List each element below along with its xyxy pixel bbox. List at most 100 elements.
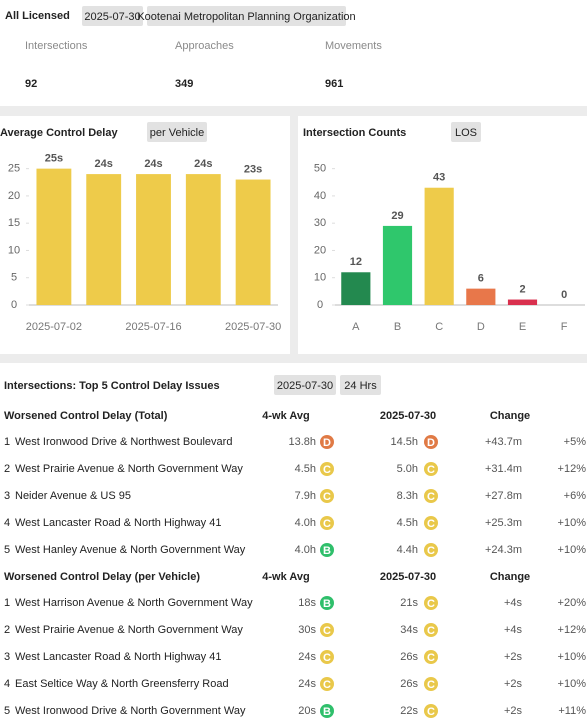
current-delay: 4.4h — [397, 544, 418, 556]
grade-badge — [424, 462, 438, 476]
change-percent: +5% — [564, 436, 587, 448]
separator — [0, 354, 587, 363]
current-delay: 4.5h — [397, 517, 418, 529]
intersection-name[interactable]: West Lancaster Road & North Highway 41 — [15, 651, 221, 663]
grade-letter: C — [427, 545, 435, 557]
kpi-value: 961 — [325, 78, 343, 90]
separator — [0, 106, 587, 116]
current-delay: 26s — [400, 678, 418, 690]
current-delay: 26s — [400, 651, 418, 663]
intersection-name[interactable]: West Hanley Avenue & North Government Wa… — [15, 544, 246, 556]
rank: 5 — [4, 705, 10, 717]
grade-badge — [424, 435, 438, 449]
grade-badge — [424, 650, 438, 664]
intersection-name[interactable]: East Seltice Way & North Greensferry Roa… — [15, 678, 229, 690]
x-tick-label: D — [477, 321, 485, 333]
intersection-name[interactable]: West Prairie Avenue & North Government W… — [15, 624, 243, 636]
intersection-name[interactable]: West Harrison Avenue & North Government … — [15, 597, 253, 609]
bar — [86, 174, 122, 305]
intersection-name[interactable]: Neider Avenue & US 95 — [15, 490, 131, 502]
grade-letter: C — [323, 464, 331, 476]
change-percent: +11% — [558, 705, 586, 717]
kpi-value: 349 — [175, 78, 193, 90]
current-delay: 21s — [400, 597, 418, 609]
grade-letter: C — [323, 679, 331, 691]
change-percent: +12% — [558, 463, 587, 475]
value-label: 25s — [45, 153, 63, 165]
grade-badge — [320, 596, 334, 610]
chip[interactable] — [82, 6, 143, 26]
chip[interactable] — [451, 122, 481, 142]
kpi-value: 92 — [25, 78, 37, 90]
chip[interactable] — [340, 375, 381, 395]
chip-label: 2025-07-30 — [84, 11, 140, 23]
grade-badge — [320, 704, 334, 718]
grade-badge — [424, 704, 438, 718]
chip[interactable] — [147, 6, 346, 26]
rank: 2 — [4, 463, 10, 475]
change: +43.7m — [485, 436, 522, 448]
intersection-name[interactable]: West Prairie Avenue & North Government W… — [15, 463, 243, 475]
value-label: 29 — [391, 210, 403, 222]
rank: 1 — [4, 436, 10, 448]
x-tick-label: C — [435, 321, 443, 333]
grade-badge — [424, 543, 438, 557]
x-tick-label: F — [561, 321, 568, 333]
bar — [341, 272, 371, 305]
x-tick-label: A — [352, 321, 360, 333]
column-header: Worsened Control Delay (Total) — [4, 410, 168, 422]
grade-badge — [424, 677, 438, 691]
intersection-name[interactable]: West Ironwood Drive & North Government W… — [15, 705, 246, 717]
intersection-name[interactable]: West Ironwood Drive & Northwest Boulevar… — [15, 436, 232, 448]
chip[interactable] — [147, 122, 207, 142]
grade-letter: B — [323, 706, 331, 718]
x-tick-label: 2025-07-16 — [125, 321, 181, 333]
grade-badge — [320, 516, 334, 530]
value-label: 43 — [433, 172, 445, 184]
chip-label: 2025-07-30 — [277, 380, 333, 392]
y-tick-label: 50 — [314, 163, 326, 175]
value-label: 0 — [561, 289, 567, 301]
change: +25.3m — [485, 517, 522, 529]
avg-delay: 4.0h — [295, 544, 316, 556]
change-percent: +10% — [558, 544, 587, 556]
value-label: 12 — [350, 256, 362, 268]
current-delay: 5.0h — [397, 463, 418, 475]
avg-delay: 18s — [298, 597, 316, 609]
chip[interactable] — [274, 375, 336, 395]
avg-delay: 4.5h — [295, 463, 316, 475]
change-percent: +10% — [558, 678, 587, 690]
rank: 4 — [4, 517, 10, 529]
grade-letter: C — [427, 598, 435, 610]
change: +2s — [504, 651, 523, 663]
grade-letter: D — [323, 437, 331, 449]
value-label: 24s — [144, 158, 162, 170]
change-percent: +12% — [558, 624, 587, 636]
x-tick-label: 2025-07-02 — [26, 321, 82, 333]
bar — [235, 179, 271, 305]
change: +24.3m — [485, 544, 522, 556]
grade-letter: C — [323, 491, 331, 503]
bar — [36, 168, 72, 305]
y-tick-label: 40 — [314, 190, 326, 202]
avg-delay: 24s — [298, 651, 316, 663]
column-header: Worsened Control Delay (per Vehicle) — [4, 571, 200, 583]
change: +2s — [504, 705, 523, 717]
rank: 3 — [4, 490, 10, 502]
grade-badge — [320, 623, 334, 637]
chip-label: 24 Hrs — [344, 380, 377, 392]
chart-title: Intersection Counts — [303, 127, 406, 139]
chart-title: Average Control Delay — [0, 127, 118, 139]
grade-badge — [320, 543, 334, 557]
grade-letter: C — [427, 464, 435, 476]
bar — [185, 174, 221, 305]
current-delay: 22s — [400, 705, 418, 717]
intersection-name[interactable]: West Lancaster Road & North Highway 41 — [15, 517, 221, 529]
grade-letter: C — [323, 652, 331, 664]
avg-delay: 24s — [298, 678, 316, 690]
grade-letter: D — [427, 437, 435, 449]
y-tick-label: 0 — [11, 299, 17, 311]
page-title: All Licensed — [5, 10, 70, 22]
y-tick-label: 5 — [11, 272, 17, 284]
value-label: 24s — [95, 158, 113, 170]
